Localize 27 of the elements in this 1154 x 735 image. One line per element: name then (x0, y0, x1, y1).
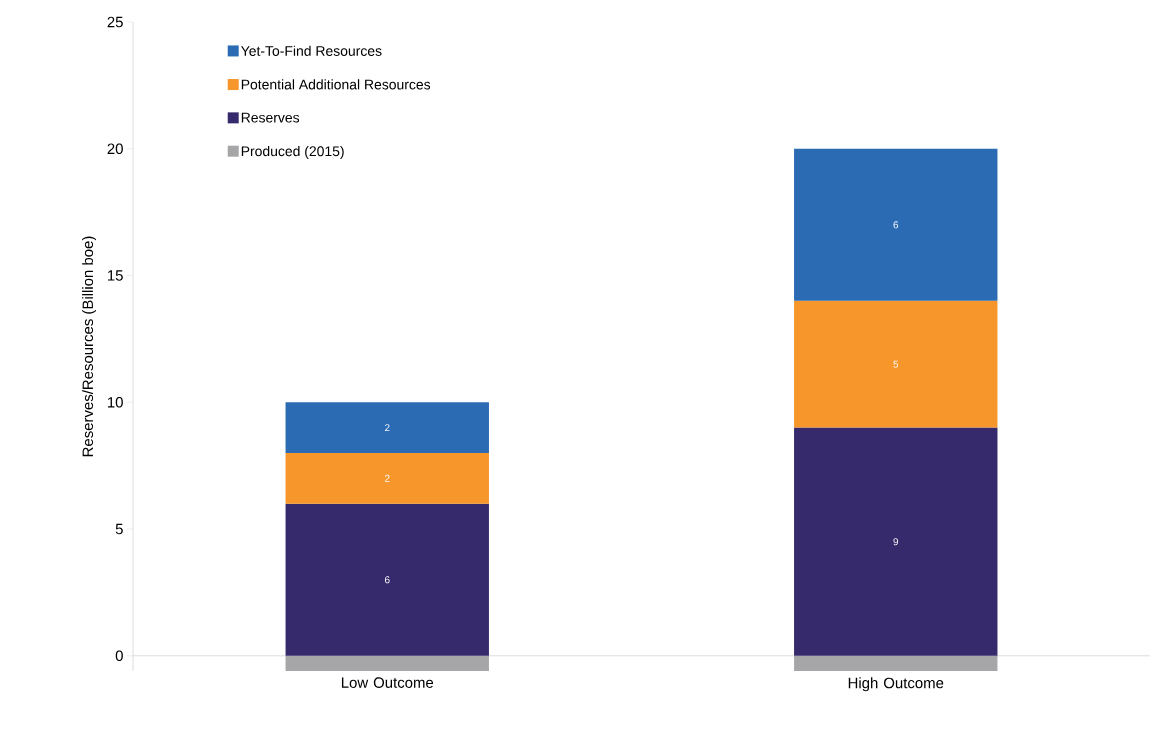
data-label: 9 (893, 538, 899, 546)
y-tick-label: 10 (108, 396, 123, 408)
y-tick-label: 0 (115, 650, 123, 662)
bar (794, 300, 998, 428)
x-tick-label: High Outcome (848, 677, 944, 692)
bar (794, 148, 998, 301)
y-tick-label: 25 (107, 16, 123, 28)
legend-label: Reserves (241, 112, 300, 123)
y-tick-label: 15 (108, 270, 123, 281)
bar (285, 402, 489, 453)
y-tick-label: 5 (115, 523, 123, 535)
bar (794, 655, 998, 671)
y-tick-label: 20 (107, 143, 123, 155)
legend-label: Potential Additional Resources (241, 79, 431, 90)
data-label: 6 (384, 576, 390, 584)
bar (285, 452, 489, 504)
bar (794, 427, 998, 656)
bar (285, 503, 489, 656)
data-label: 2 (384, 474, 390, 482)
legend-label: Produced (2015) (241, 145, 344, 159)
x-tick-label: Low Outcome (341, 677, 434, 688)
data-label: 5 (893, 360, 899, 368)
y-axis-title: Reserves/Resources (Billion boe) (82, 236, 97, 457)
data-label: 2 (384, 424, 390, 432)
legend-label: Yet-To-Find Resources (241, 45, 382, 56)
data-label: 6 (893, 221, 899, 229)
bar (285, 655, 489, 671)
